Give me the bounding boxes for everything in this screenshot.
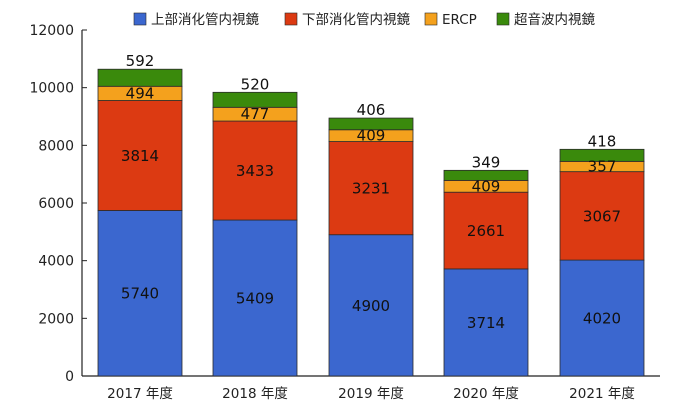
bar-segment xyxy=(97,68,183,87)
data-label: 4020 xyxy=(583,310,621,328)
data-label: 5740 xyxy=(121,285,159,303)
x-category-label: 2021 年度 xyxy=(569,386,635,402)
bar-segment xyxy=(443,191,529,270)
y-tick-label: 8000 xyxy=(38,138,74,154)
bar-segment xyxy=(328,234,414,377)
legend-swatch xyxy=(496,12,510,26)
legend-swatch xyxy=(424,12,438,26)
bar-segment xyxy=(559,148,645,162)
legend-swatch xyxy=(284,12,298,26)
y-tick-label: 10000 xyxy=(29,81,74,97)
y-tick-label: 6000 xyxy=(38,196,74,212)
legend: 上部消化管内視鏡 下部消化管内視鏡 ERCP 超音波内視鏡 xyxy=(133,11,595,28)
data-label: 406 xyxy=(357,101,386,119)
legend-label: ERCP xyxy=(442,12,477,28)
legend-label: 超音波内視鏡 xyxy=(514,11,595,28)
bar-segment xyxy=(559,259,645,377)
x-category-label: 2018 年度 xyxy=(222,386,288,402)
data-label: 2661 xyxy=(467,222,505,240)
data-label: 592 xyxy=(126,52,155,70)
bar-segment xyxy=(97,210,183,377)
y-tick-label: 2000 xyxy=(38,311,74,327)
data-label: 409 xyxy=(472,177,501,195)
data-labels: 5740 3814 494 592 5409 3433 477 520 4900 3231 409 4… xyxy=(121,52,621,332)
legend-label: 上部消化管内視鏡 xyxy=(151,12,259,28)
bar-segment xyxy=(212,219,298,377)
data-label: 349 xyxy=(472,153,501,171)
axes: 0 2000 4000 6000 8000 10000 12000 2017 年度 2018 年… xyxy=(29,23,660,402)
bars xyxy=(97,68,645,377)
bar-segment xyxy=(97,100,183,211)
x-category-label: 2020 年度 xyxy=(453,386,519,402)
data-label: 5409 xyxy=(236,290,274,308)
bar-segment xyxy=(443,169,529,181)
bar-segment xyxy=(328,141,414,236)
data-label: 520 xyxy=(241,75,270,93)
bar-segment xyxy=(212,91,298,108)
data-label: 418 xyxy=(588,132,617,150)
data-label: 3433 xyxy=(236,162,274,180)
bar-segment xyxy=(443,268,529,377)
bar-segment xyxy=(559,171,645,261)
legend-label: 下部消化管内視鏡 xyxy=(302,12,410,28)
y-tick-label: 12000 xyxy=(29,23,74,39)
data-label: 357 xyxy=(588,158,617,176)
x-category-label: 2017 年度 xyxy=(107,386,173,402)
data-label: 477 xyxy=(241,105,270,123)
bar-segment xyxy=(328,117,414,131)
data-label: 494 xyxy=(126,84,155,102)
data-label: 4900 xyxy=(352,297,390,315)
data-label: 3067 xyxy=(583,207,621,225)
legend-swatch xyxy=(133,12,147,26)
data-label: 3714 xyxy=(467,314,505,332)
x-category-label: 2019 年度 xyxy=(338,386,404,402)
data-label: 3231 xyxy=(352,180,390,198)
y-tick-label: 4000 xyxy=(38,254,74,270)
y-tick-label: 0 xyxy=(65,369,74,385)
data-label: 409 xyxy=(357,127,386,145)
data-label: 3814 xyxy=(121,147,159,165)
